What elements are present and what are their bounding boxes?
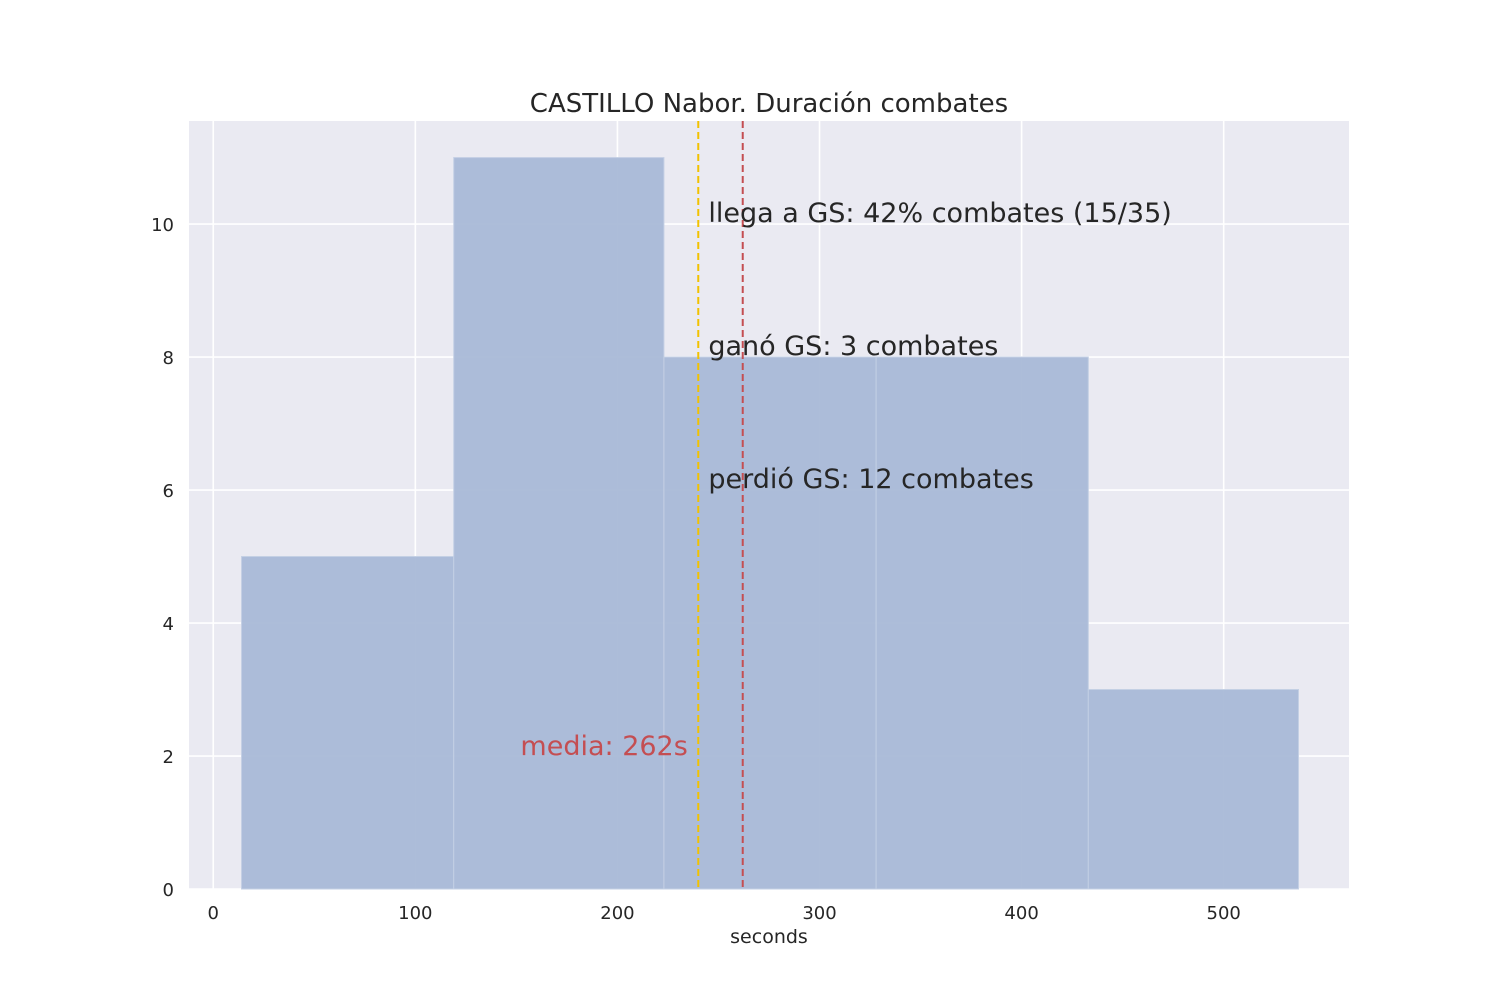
x-tick-label: 0 (208, 903, 219, 924)
histogram-bar (241, 556, 455, 890)
x-tick-label: 400 (1004, 903, 1038, 924)
annotation-text: ganó GS: 3 combates (708, 331, 998, 362)
y-tick-label: 8 (163, 348, 174, 369)
annotations: llega a GS: 42% combates (15/35) ganó GS:… (520, 198, 1171, 762)
histogram-bar (663, 356, 877, 890)
x-tick-label: 300 (802, 903, 836, 924)
x-tick-label: 100 (398, 903, 432, 924)
x-axis-label: seconds (730, 926, 808, 948)
y-tick-label: 6 (163, 481, 174, 502)
histogram-bar (875, 356, 1089, 890)
x-tick-label: 500 (1207, 903, 1241, 924)
annotation-text: perdió GS: 12 combates (708, 464, 1033, 495)
histogram-bar (1087, 689, 1299, 890)
y-tick-label: 10 (151, 215, 174, 236)
annotation-text: llega a GS: 42% combates (15/35) (708, 198, 1171, 229)
x-tick-label: 200 (600, 903, 634, 924)
y-tick-label: 0 (163, 880, 174, 901)
chart-title: CASTILLO Nabor. Duración combates (530, 89, 1008, 119)
mean-label: media: 262s (520, 731, 687, 762)
y-tick-label: 2 (163, 747, 174, 768)
reference-lines (697, 121, 744, 889)
histogram-bar (453, 157, 665, 890)
histogram-bars (241, 157, 1299, 890)
y-tick-label: 4 (163, 614, 174, 635)
tick-labels: 0 100 200 300 400 500 0 2 4 6 8 10 (151, 215, 1241, 924)
